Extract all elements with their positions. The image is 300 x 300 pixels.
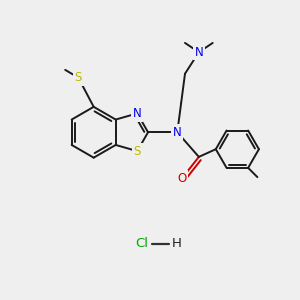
Text: N: N (194, 46, 203, 59)
Text: O: O (177, 172, 187, 185)
Text: S: S (134, 145, 141, 158)
Text: N: N (173, 126, 182, 139)
Text: Cl: Cl (136, 237, 149, 250)
Text: H: H (172, 237, 182, 250)
Text: N: N (133, 107, 142, 120)
Text: S: S (75, 71, 82, 84)
